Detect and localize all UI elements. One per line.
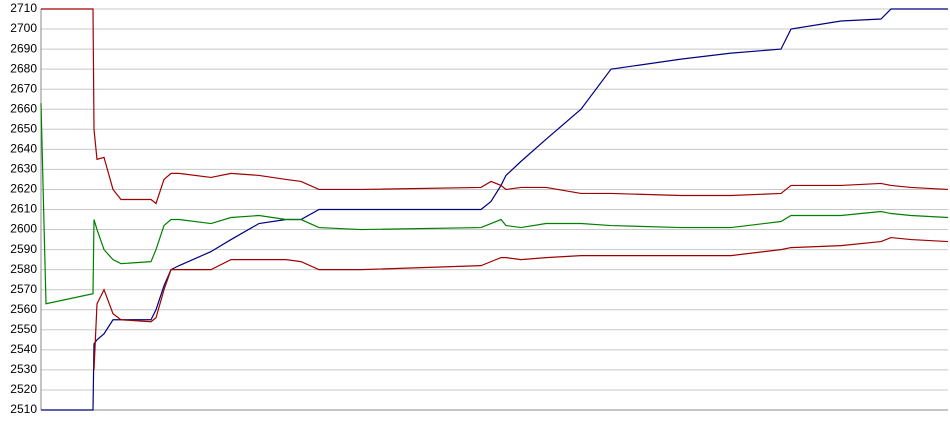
y-tick-label: 2650: [10, 121, 37, 135]
y-tick-label: 2660: [10, 101, 37, 115]
y-tick-label: 2590: [10, 242, 37, 256]
y-tick-label: 2700: [10, 21, 37, 35]
y-tick-label: 2610: [10, 202, 37, 216]
series-line: [40, 103, 949, 305]
y-tick-label: 2600: [10, 222, 37, 236]
y-tick-label: 2710: [10, 1, 37, 15]
y-tick-label: 2630: [10, 162, 37, 176]
y-tick-label: 2530: [10, 362, 37, 376]
y-tick-label: 2560: [10, 302, 37, 316]
y-tick-label: 2670: [10, 81, 37, 95]
y-tick-label: 2510: [10, 402, 37, 416]
y-tick-label: 2690: [10, 41, 37, 55]
series-line: [41, 8, 948, 411]
y-tick-label: 2580: [10, 262, 37, 276]
y-tick-label: 2680: [10, 61, 37, 75]
y-tick-label: 2550: [10, 322, 37, 336]
y-tick-label: 2640: [10, 142, 37, 156]
series-line: [41, 8, 949, 205]
y-tick-label: 2520: [10, 382, 37, 396]
y-tick-label: 2540: [10, 342, 37, 356]
series-line: [93, 236, 949, 370]
y-tick-label: 2620: [10, 182, 37, 196]
y-tick-label: 2570: [10, 282, 37, 296]
